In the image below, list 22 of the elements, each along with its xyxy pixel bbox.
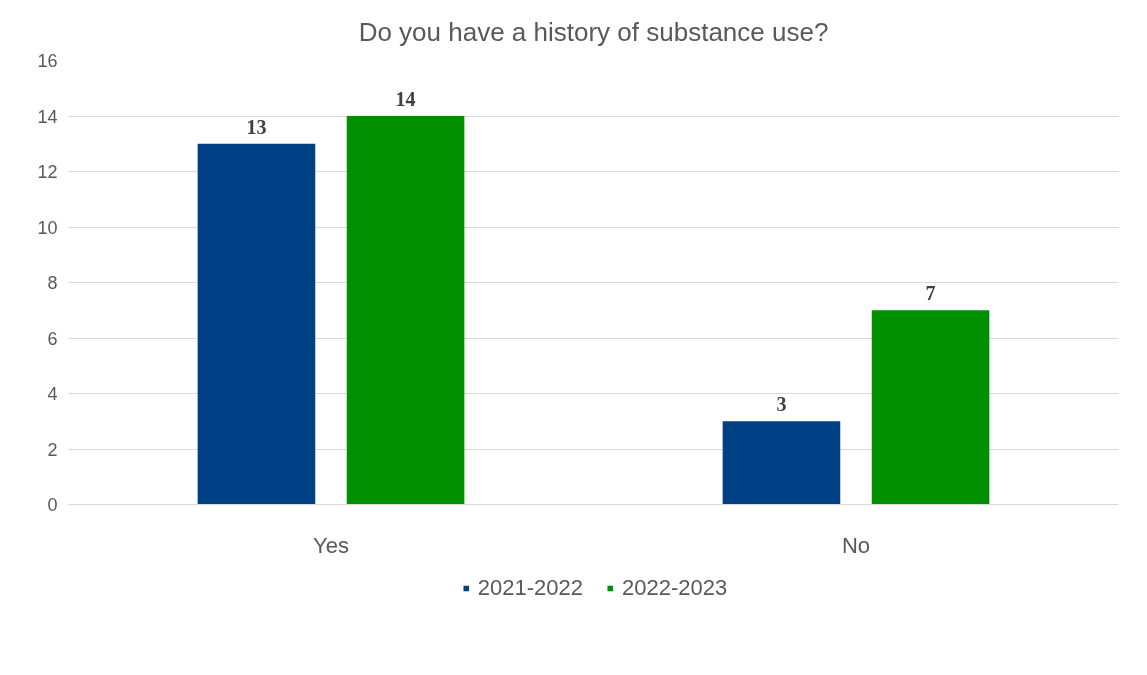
x-tick-label: Yes bbox=[313, 532, 349, 558]
data-label: 14 bbox=[395, 88, 416, 110]
x-tick-label: No bbox=[841, 532, 871, 558]
y-tick-label: 10 bbox=[37, 217, 58, 238]
y-tick-label: 8 bbox=[47, 273, 58, 293]
y-tick-label: 4 bbox=[47, 384, 58, 404]
bar bbox=[346, 116, 465, 505]
bar bbox=[722, 421, 841, 505]
y-tick-label: 6 bbox=[47, 328, 58, 349]
legend-label: 2021-2022 bbox=[477, 575, 583, 601]
chart-title: Do you have a history of substance use? bbox=[358, 16, 829, 47]
data-label: 13 bbox=[246, 115, 267, 138]
y-tick-label: 16 bbox=[37, 51, 58, 71]
data-label: 7 bbox=[925, 282, 936, 305]
y-tick-label: 2 bbox=[47, 439, 58, 460]
y-tick-label: 14 bbox=[37, 106, 58, 127]
y-tick-label: 0 bbox=[47, 495, 58, 515]
bar bbox=[871, 310, 990, 505]
y-tick-label: 12 bbox=[37, 162, 58, 182]
data-label: 3 bbox=[776, 393, 787, 416]
legend-label: 2022-2023 bbox=[622, 575, 728, 601]
bar bbox=[197, 143, 316, 505]
